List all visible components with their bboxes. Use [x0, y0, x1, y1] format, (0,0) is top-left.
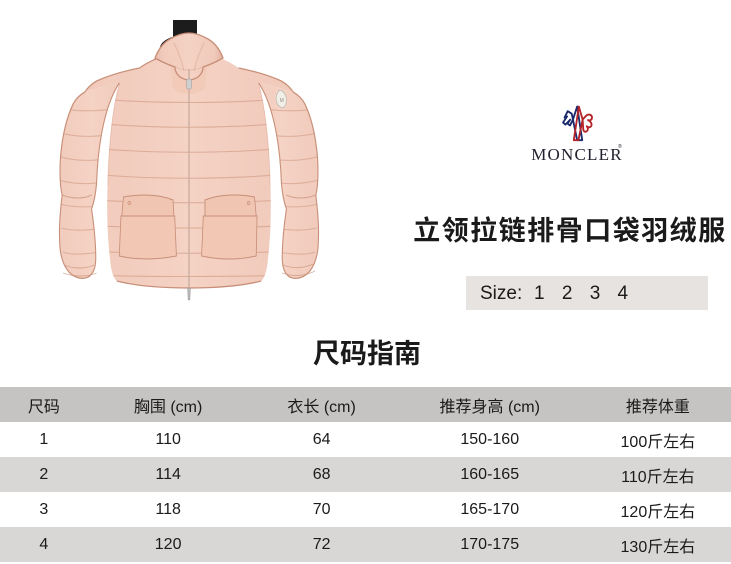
svg-text:尺码指南: 尺码指南: [313, 332, 421, 371]
svg-text:1 2 3 4: 1 2 3 4: [534, 283, 634, 304]
svg-text::: :: [517, 283, 522, 304]
svg-text:®: ®: [618, 143, 622, 150]
svg-text:MONCLER: MONCLER: [531, 145, 623, 164]
svg-text:M: M: [280, 98, 284, 104]
svg-text:立领拉链排骨口袋羽绒服: 立领拉链排骨口袋羽绒服: [413, 209, 727, 248]
svg-text:Size: Size: [480, 283, 517, 304]
